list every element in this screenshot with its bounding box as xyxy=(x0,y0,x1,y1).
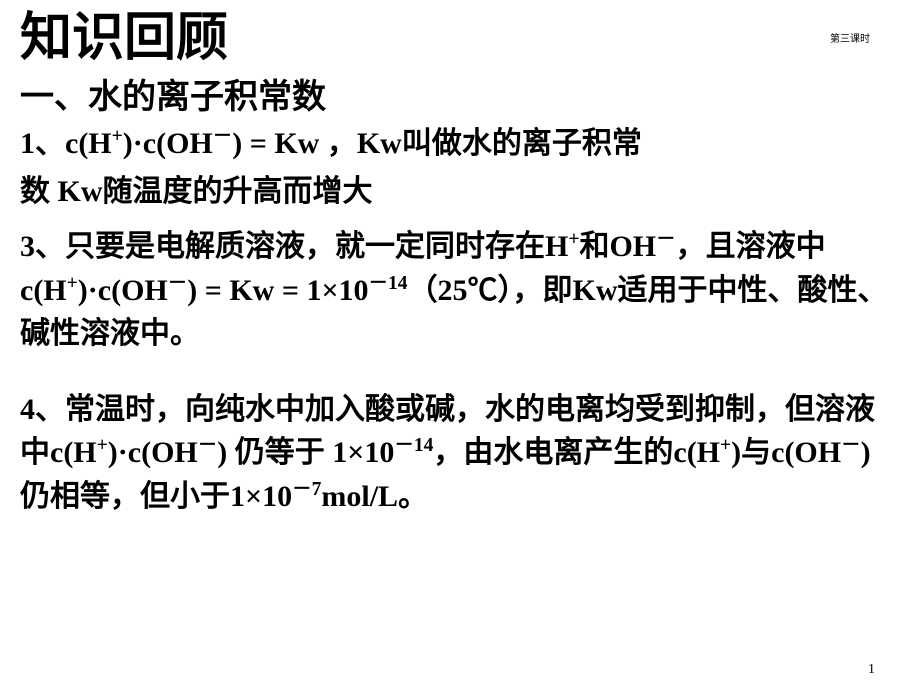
item-3-text-2: 和OH xyxy=(579,230,656,263)
superscript: + xyxy=(97,435,108,456)
superscript: + xyxy=(67,273,78,294)
item-4-text-5: )与c(OH xyxy=(731,436,841,469)
item-3: 3、只要是电解质溶液，就一定同时存在H+和OH－，且溶液中c(H+)·c(OH－… xyxy=(20,225,900,356)
item-3-text-1: 3、只要是电解质溶液，就一定同时存在H xyxy=(20,230,568,263)
item-1-text-3: ) = Kw ，Kw叫做水的离子积常 xyxy=(232,127,642,160)
item-2-text: 数 Kw随温度的升高而增大 xyxy=(20,175,373,208)
item-4-text-4: ，由水电离产生的c(H xyxy=(433,436,720,469)
superscript: － xyxy=(841,435,861,456)
superscript: + xyxy=(112,126,123,147)
superscript: － xyxy=(168,273,188,294)
page-number: 1 xyxy=(868,662,875,678)
lesson-label: 第三课时 xyxy=(830,30,870,45)
superscript: + xyxy=(568,229,579,250)
superscript: － xyxy=(198,435,218,456)
item-4-text-3: ) 仍等于 1×10 xyxy=(217,436,394,469)
superscript: + xyxy=(720,435,731,456)
item-3-text-5: ) = Kw = 1×10 xyxy=(187,274,368,307)
main-title: 知识回顾 xyxy=(20,10,900,67)
item-4-text-7: mol/L。 xyxy=(321,480,428,513)
item-1-text-1: 1、c(H xyxy=(20,127,112,160)
item-2: 数 Kw随温度的升高而增大 xyxy=(20,170,900,214)
superscript: － xyxy=(656,229,676,250)
item-3-text-4: )·c(OH xyxy=(78,274,168,307)
item-1-text-2: )·c(OH xyxy=(123,127,213,160)
superscript: －7 xyxy=(292,479,321,500)
superscript: － xyxy=(213,126,233,147)
superscript: －14 xyxy=(369,273,408,294)
item-4: 4、常温时，向纯水中加入酸或碱，水的电离均受到抑制，但溶液中c(H+)·c(OH… xyxy=(20,388,900,519)
item-1: 1、c(H+)·c(OH－) = Kw ，Kw叫做水的离子积常 xyxy=(20,122,900,166)
item-4-text-2: )·c(OH xyxy=(108,436,198,469)
section-heading: 一、水的离子积常数 xyxy=(20,69,900,118)
superscript: －14 xyxy=(394,435,433,456)
